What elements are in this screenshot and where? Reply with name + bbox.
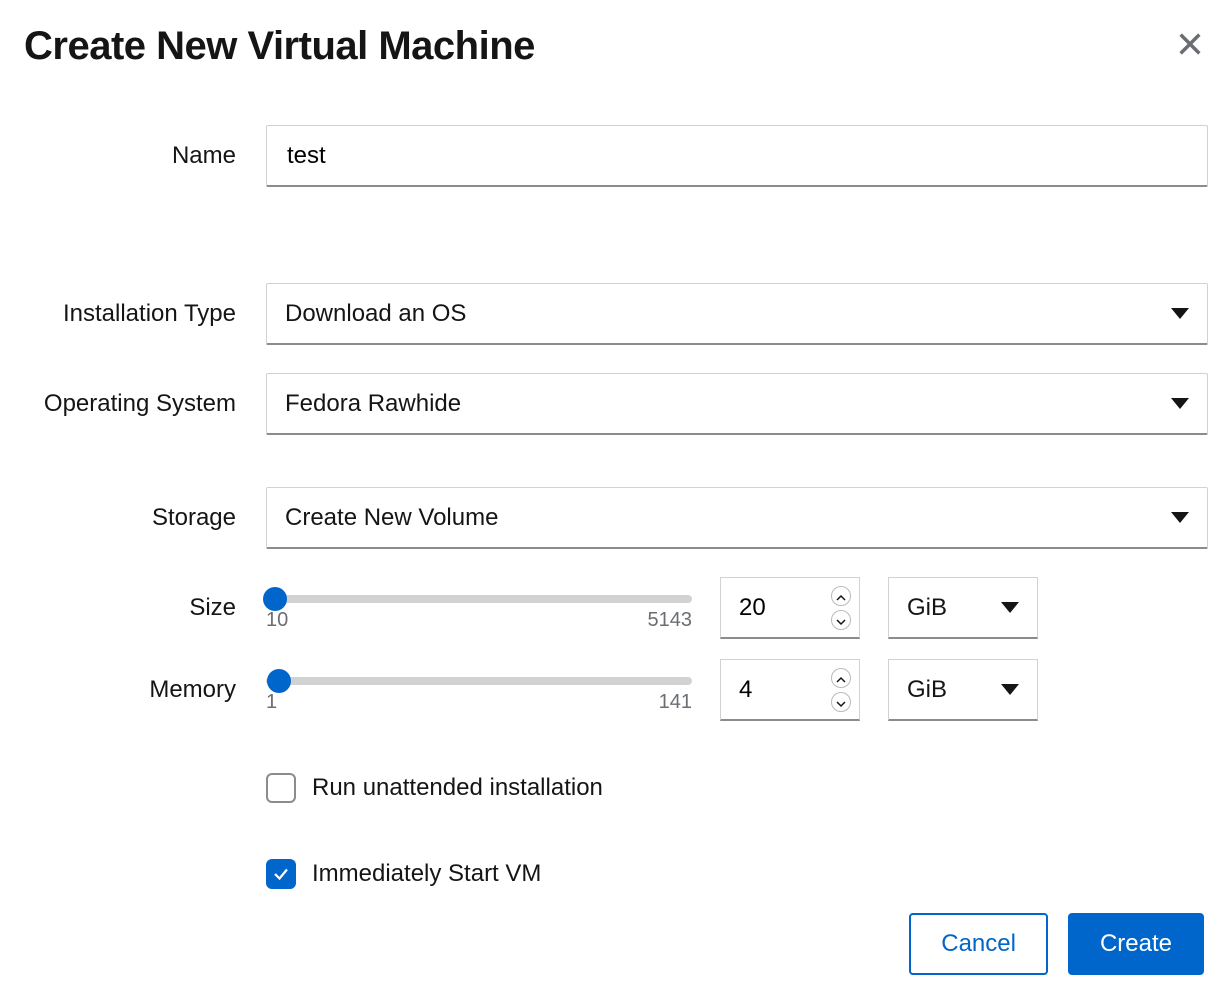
chevron-down-icon (836, 688, 846, 716)
name-input[interactable] (285, 141, 1189, 171)
chevron-down-icon (836, 606, 846, 634)
size-min: 10 (266, 609, 288, 632)
memory-min: 1 (266, 691, 277, 714)
memory-slider[interactable] (266, 677, 692, 685)
autostart-label: Immediately Start VM (312, 860, 541, 888)
size-spinner[interactable] (720, 577, 860, 639)
memory-label: Memory (24, 676, 266, 704)
close-icon (1176, 30, 1204, 63)
size-slider[interactable] (266, 595, 692, 603)
memory-step-up[interactable] (831, 668, 851, 688)
storage-label: Storage (24, 504, 266, 532)
memory-unit-value: GiB (907, 676, 947, 704)
size-unit-value: GiB (907, 594, 947, 622)
size-unit-select[interactable]: GiB (888, 577, 1038, 639)
installation-type-value: Download an OS (285, 300, 466, 328)
dialog-title: Create New Virtual Machine (24, 24, 535, 69)
operating-system-label: Operating System (24, 390, 266, 418)
unattended-checkbox[interactable] (266, 773, 296, 803)
size-step-down[interactable] (831, 610, 851, 630)
create-button[interactable]: Create (1068, 913, 1204, 975)
operating-system-value: Fedora Rawhide (285, 390, 461, 418)
installation-type-select[interactable]: Download an OS (266, 283, 1208, 345)
caret-down-icon (1171, 308, 1189, 319)
memory-spinner[interactable] (720, 659, 860, 721)
memory-max: 141 (659, 691, 692, 714)
size-step-up[interactable] (831, 586, 851, 606)
memory-slider-thumb[interactable] (267, 669, 291, 693)
memory-input[interactable] (737, 675, 797, 705)
size-input[interactable] (737, 593, 797, 623)
installation-type-label: Installation Type (24, 300, 266, 328)
unattended-label: Run unattended installation (312, 774, 603, 802)
caret-down-icon (1171, 512, 1189, 523)
storage-value: Create New Volume (285, 504, 498, 532)
memory-step-down[interactable] (831, 692, 851, 712)
check-icon (272, 865, 290, 883)
caret-down-icon (1001, 684, 1019, 695)
size-max: 5143 (648, 609, 693, 632)
storage-select[interactable]: Create New Volume (266, 487, 1208, 549)
size-slider-thumb[interactable] (263, 587, 287, 611)
operating-system-select[interactable]: Fedora Rawhide (266, 373, 1208, 435)
caret-down-icon (1171, 398, 1189, 409)
memory-unit-select[interactable]: GiB (888, 659, 1038, 721)
name-label: Name (24, 142, 266, 170)
close-button[interactable] (1172, 29, 1208, 65)
autostart-checkbox[interactable] (266, 859, 296, 889)
caret-down-icon (1001, 602, 1019, 613)
cancel-button[interactable]: Cancel (909, 913, 1048, 975)
size-label: Size (24, 594, 266, 622)
